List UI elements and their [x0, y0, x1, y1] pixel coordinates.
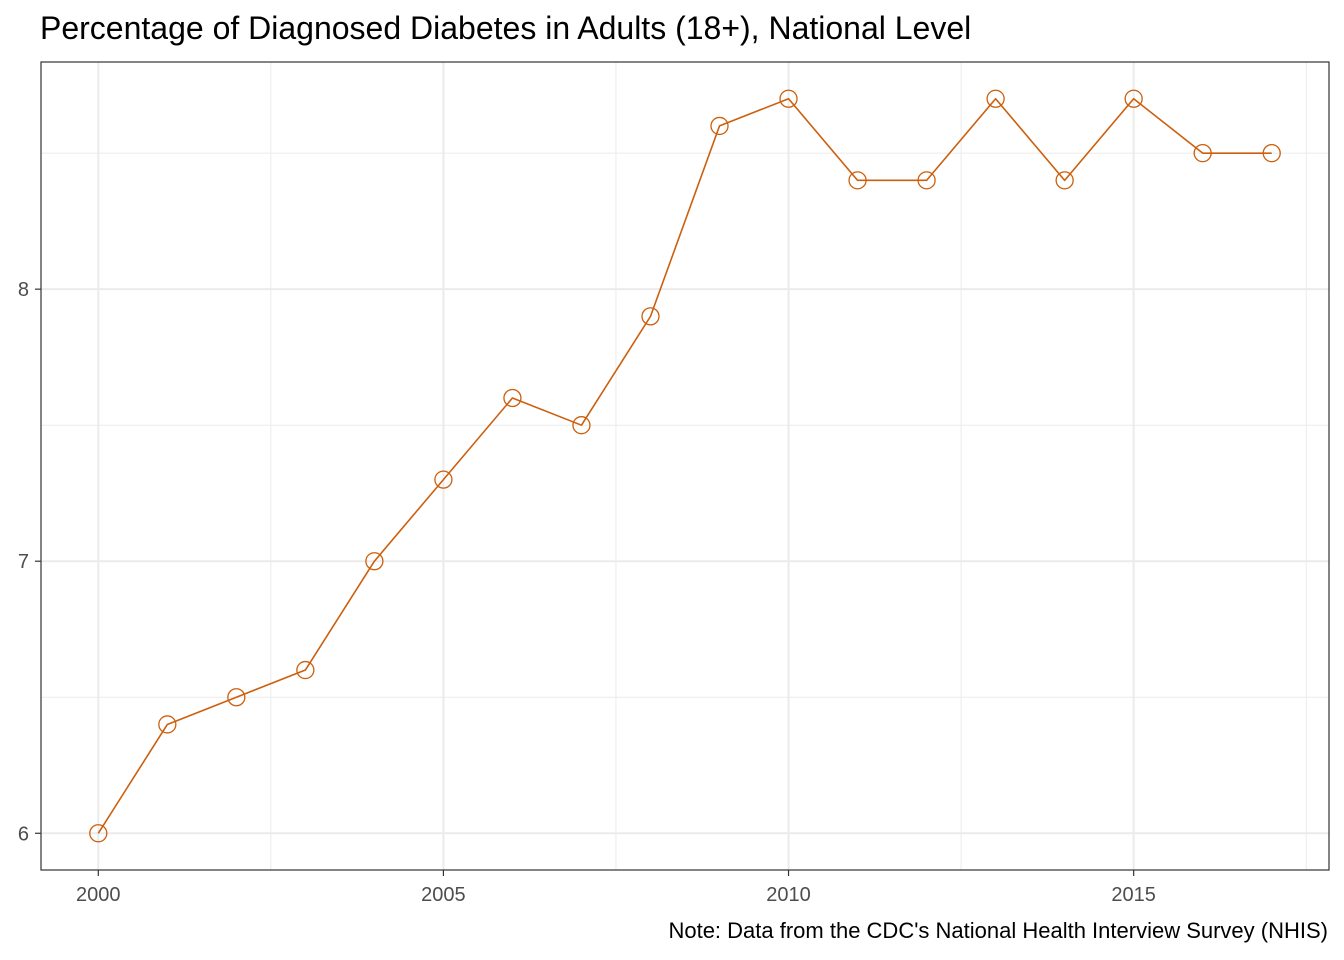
- data-point: [296, 660, 315, 680]
- series-line: [97, 97, 1272, 834]
- minor-gridlines: [41, 62, 1329, 870]
- data-point: [434, 470, 453, 489]
- data-point: [710, 116, 729, 136]
- axis-ticks: [35, 288, 1135, 876]
- data-point: [158, 715, 177, 734]
- data-point: [1124, 89, 1143, 108]
- data-point: [1262, 143, 1281, 163]
- data-point: [89, 824, 108, 843]
- x-tick-label: 2010: [766, 884, 811, 906]
- data-point: [227, 688, 246, 707]
- y-tick-label: 6: [18, 823, 29, 845]
- data-point: [1055, 171, 1074, 190]
- chart-title: Percentage of Diagnosed Diabetes in Adul…: [40, 10, 972, 46]
- data-point: [848, 171, 867, 190]
- x-tick-label: 2000: [76, 884, 121, 906]
- panel-border: [40, 61, 1330, 871]
- series-layer: [89, 89, 1281, 843]
- data-point: [917, 171, 936, 190]
- x-tick-label: 2005: [421, 884, 466, 906]
- data-point: [986, 89, 1005, 108]
- major-gridlines: [41, 62, 1329, 870]
- data-point: [641, 307, 660, 326]
- data-point: [503, 388, 522, 408]
- data-point: [1193, 143, 1212, 163]
- data-point: [365, 552, 384, 571]
- y-tick-label: 8: [18, 279, 29, 301]
- data-point: [572, 416, 591, 435]
- axis-tick-labels: 2000 2005 2010 2015 6 7 8: [18, 279, 1156, 906]
- x-tick-label: 2015: [1111, 884, 1156, 906]
- chart-caption: Note: Data from the CDC's National Healt…: [668, 918, 1328, 943]
- data-point: [779, 89, 798, 108]
- y-tick-label: 7: [18, 551, 29, 573]
